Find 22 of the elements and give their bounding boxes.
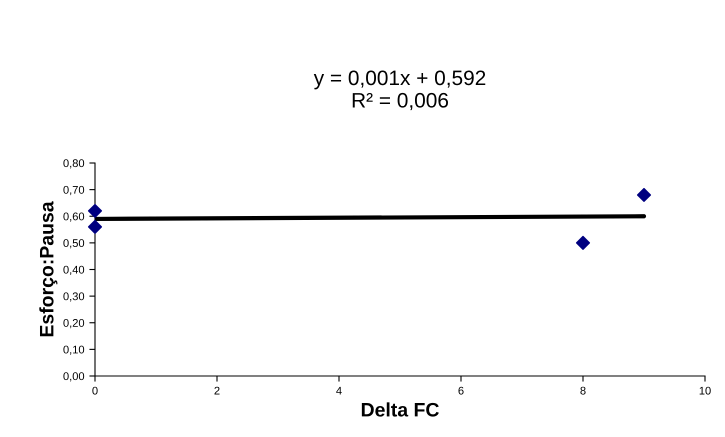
y-tick-label: 0,40 xyxy=(63,266,84,275)
point xyxy=(88,220,102,234)
point xyxy=(88,204,102,218)
point xyxy=(576,236,590,250)
y-tick-label: 0,60 xyxy=(63,212,84,222)
chart-title: y = 0,001x + 0,592 R² = 0,006 xyxy=(314,70,486,110)
y-axis-title: Esforço:Pausa xyxy=(39,201,58,336)
x-tick-label: 6 xyxy=(458,386,464,395)
y-tick-label: 0,00 xyxy=(63,372,84,382)
y-tick-label: 0,80 xyxy=(63,159,84,168)
x-tick-label: 8 xyxy=(580,386,586,395)
y-tick-label: 0,30 xyxy=(63,292,84,302)
point xyxy=(636,188,652,202)
x-tick-label: 10 xyxy=(700,386,711,395)
y-tick-label: 0,50 xyxy=(63,239,84,248)
y-tick-label: 0,70 xyxy=(63,186,84,196)
y-tick-label: 0,10 xyxy=(63,346,84,355)
x-axis-title: Delta FC xyxy=(362,402,439,417)
y-tick-label: 0,20 xyxy=(63,319,84,328)
x-tick-label: 2 xyxy=(214,386,220,394)
x-tick-label: 0 xyxy=(92,386,98,395)
x-tick-label: 4 xyxy=(336,386,342,394)
